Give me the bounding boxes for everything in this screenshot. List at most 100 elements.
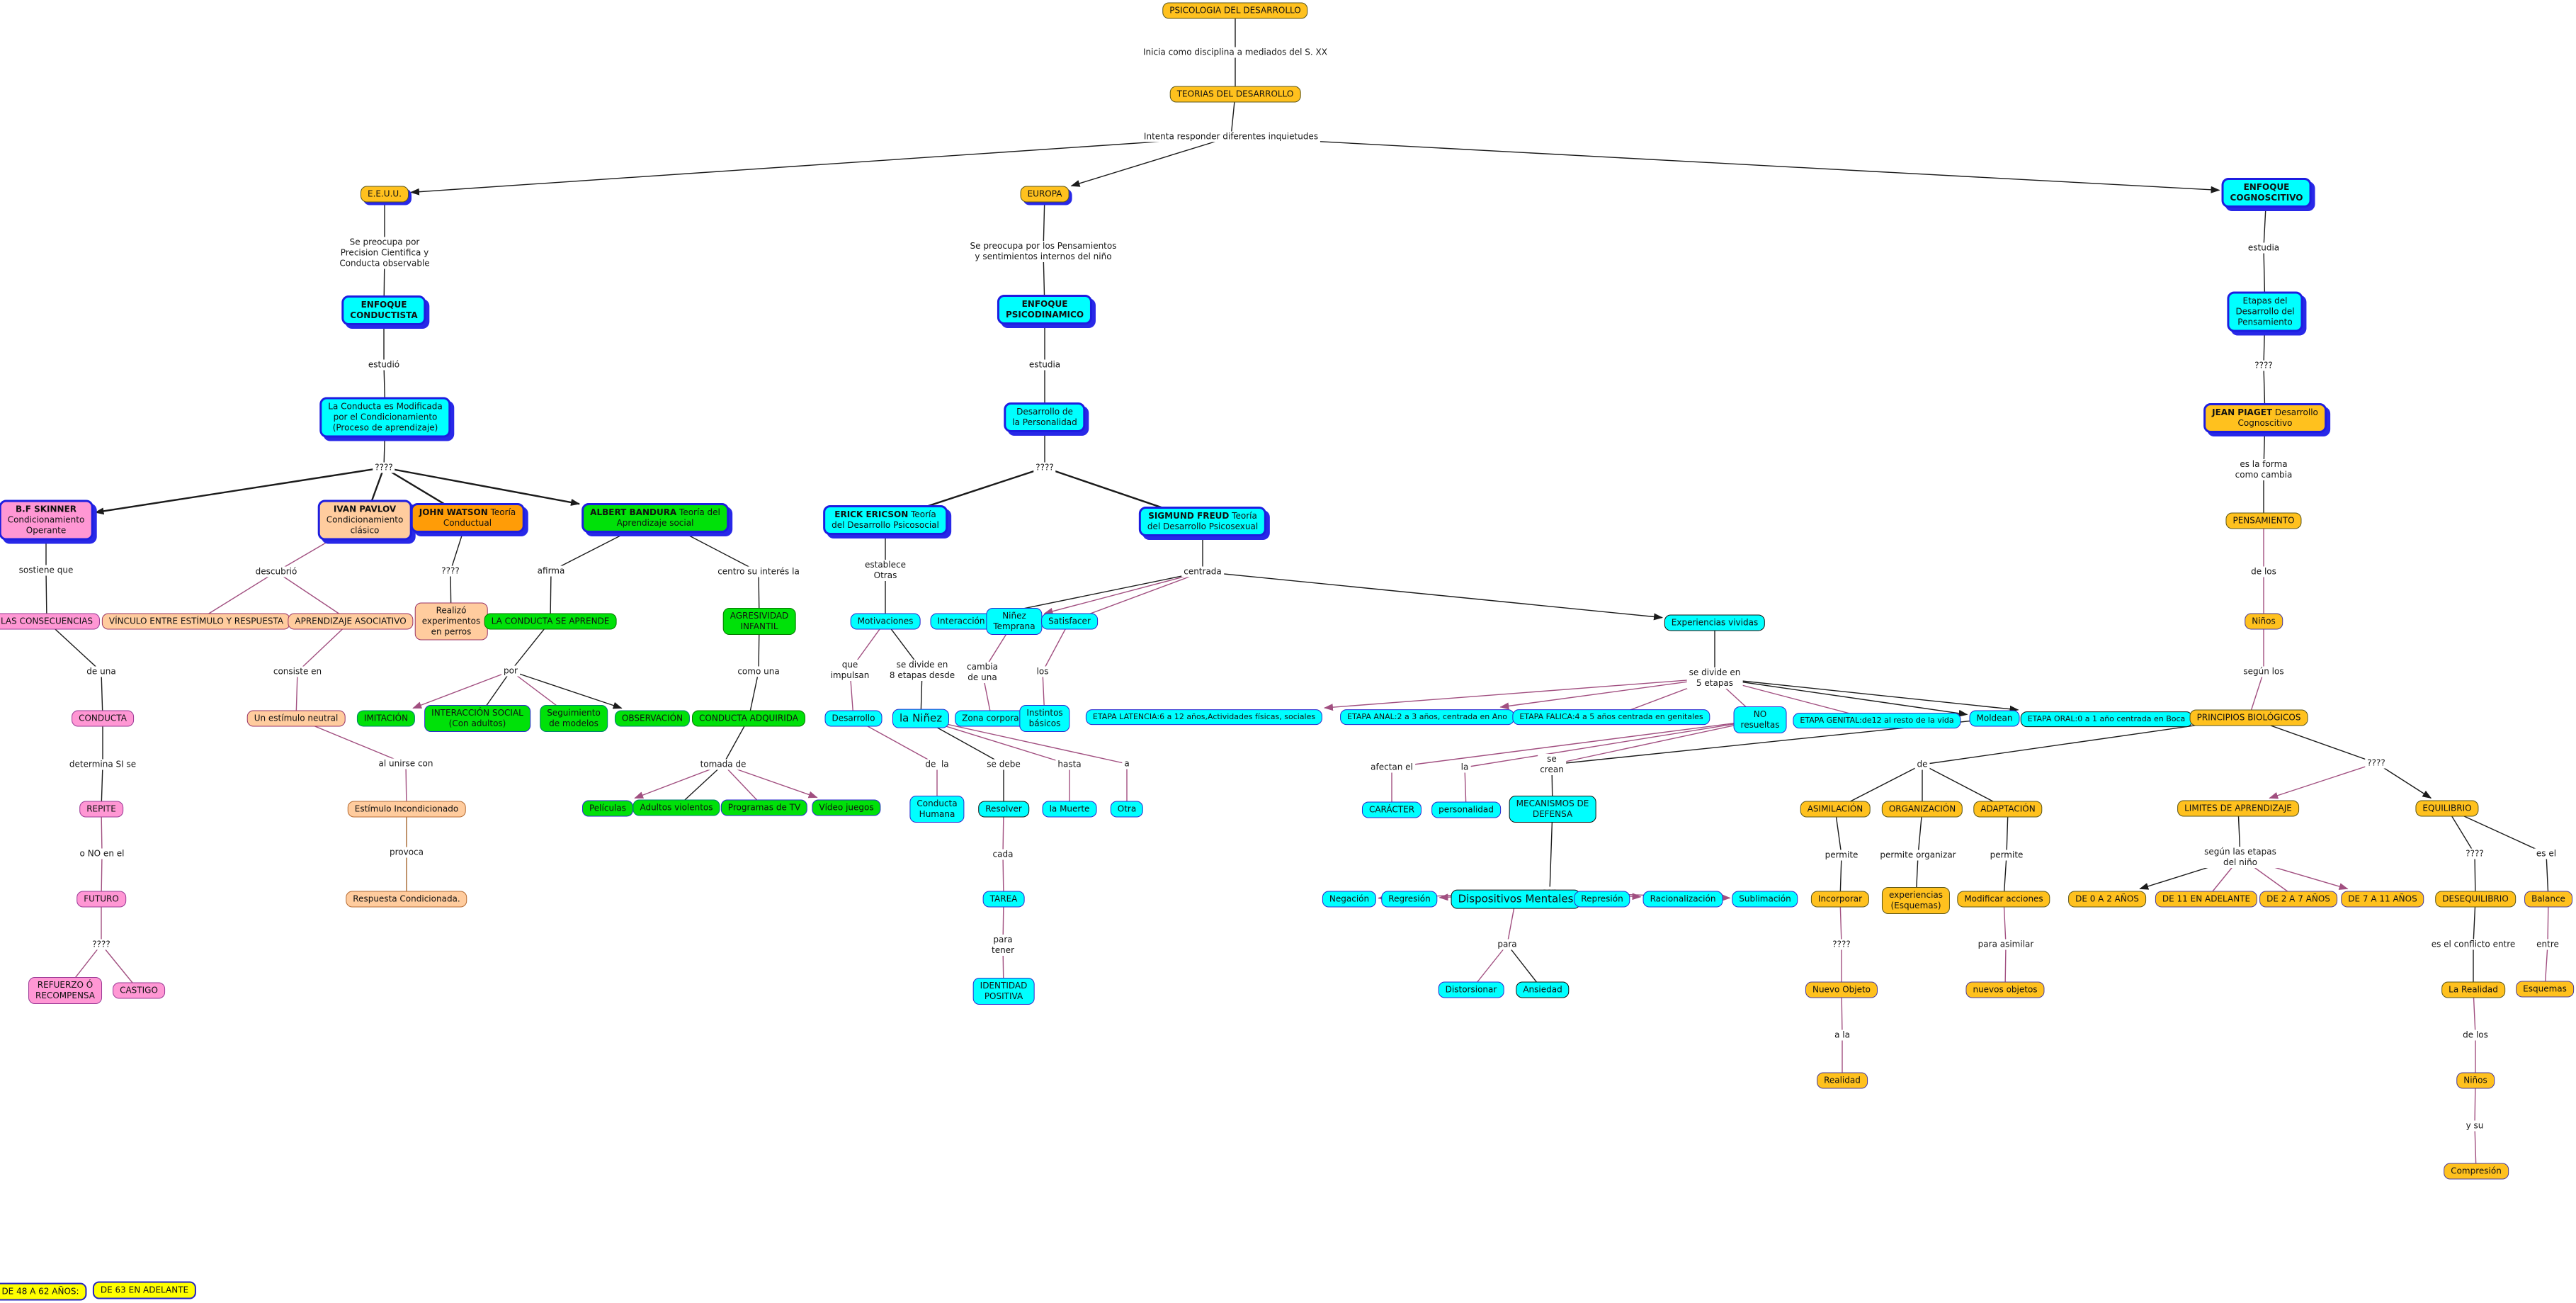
b-larealidad[interactable]: La Realidad <box>2441 981 2505 998</box>
b-noresueltas[interactable]: NO resueltas <box>1733 706 1787 733</box>
b-resolver[interactable]: Resolver <box>978 801 1029 818</box>
b-ansiedad[interactable]: Ansiedad <box>1516 981 1570 998</box>
b-esquemas[interactable]: Esquemas <box>2516 981 2574 998</box>
b-tarea[interactable]: TAREA <box>982 891 1025 908</box>
b-piaget[interactable]: JEAN PIAGET Desarrollo Cognoscitivo <box>2203 403 2327 433</box>
b-imitacion[interactable]: IMITACIÓN <box>356 710 416 727</box>
b-adaptacion[interactable]: ADAPTACIÓN <box>1973 801 2043 818</box>
b-lamuerte[interactable]: la Muerte <box>1042 801 1097 818</box>
b-experiencias[interactable]: experiencias (Esquemas) <box>1881 887 1951 914</box>
b-freud[interactable]: SIGMUND FREUD Teoría del Desarrollo Psic… <box>1138 507 1267 536</box>
b-de63[interactable]: DE 63 EN ADELANTE <box>92 1281 197 1299</box>
b-regresion[interactable]: Regresión <box>1381 891 1438 908</box>
b-europa[interactable]: EUROPA <box>1020 186 1069 203</box>
b-identidad[interactable]: IDENTIDAD POSITIVA <box>972 978 1035 1005</box>
b-etapagenital[interactable]: ETAPA GENITAL:de12 al resto de la vida <box>1793 713 1961 728</box>
b-negacion[interactable]: Negación <box>1322 891 1377 908</box>
b-etapalatencia[interactable]: ETAPA LATENCIA:6 a 12 años,Actividades f… <box>1085 709 1323 725</box>
b-zonacorporal[interactable]: Zona corporal <box>955 710 1028 727</box>
b-de0a2[interactable]: DE 0 A 2 AÑOS <box>2068 891 2146 908</box>
b-castigo[interactable]: CASTIGO <box>113 982 165 999</box>
b-ninos1[interactable]: Niños <box>2245 613 2283 630</box>
b-futuro[interactable]: FUTURO <box>76 891 126 908</box>
b-refuerzo[interactable]: REFUERZO Ó RECOMPENSA <box>28 977 102 1004</box>
b-aprasoc[interactable]: APRENDIZAJE ASOCIATIVO <box>288 613 414 630</box>
b-enfconduct[interactable]: ENFOQUE CONDUCTISTA <box>341 295 426 325</box>
b-conducta[interactable]: CONDUCTA <box>72 710 134 727</box>
b-represion[interactable]: Represión <box>1574 891 1630 908</box>
b-etapasdes[interactable]: Etapas del Desarrollo del Pensamiento <box>2227 291 2303 332</box>
b-vinculo[interactable]: VÍNCULO ENTRE ESTÍMULO Y RESPUESTA <box>101 613 291 630</box>
b-asimilacion[interactable]: ASIMILACIÓN <box>1800 801 1871 818</box>
b-peliculas[interactable]: Películas <box>581 800 634 817</box>
b-seguimiento[interactable]: Seguimiento de modelos <box>540 705 608 732</box>
b-conductahum[interactable]: Conducta Humana <box>909 796 965 823</box>
b-limites[interactable]: LIMITES DE APRENDIZAJE <box>2177 800 2299 817</box>
b-organizacion[interactable]: ORGANIZACIÓN <box>1881 801 1963 818</box>
b-de4862[interactable]: DE 48 A 62 AÑOS: <box>0 1282 87 1301</box>
b-intsocial[interactable]: INTERACCIÓN SOCIAL (Con adultos) <box>424 705 530 732</box>
b-moldean[interactable]: Moldean <box>1969 710 2020 727</box>
b-caracter[interactable]: CARÁCTER <box>1361 801 1422 818</box>
b-etapaoral[interactable]: ETAPA ORAL:0 a 1 año centrada en Boca <box>2020 711 2193 727</box>
b-etapaanal[interactable]: ETAPA ANAL:2 a 3 años, centrada en Ano <box>1340 709 1514 725</box>
b-compresion[interactable]: Compresión <box>2444 1163 2509 1180</box>
b-teorias[interactable]: TEORIAS DEL DESARROLLO <box>1169 86 1301 103</box>
b-racionalizacion[interactable]: Racionalización <box>1642 891 1723 908</box>
b-skinner[interactable]: B.F SKINNER Condicionamiento Operante <box>0 500 93 541</box>
b-cadquirida[interactable]: CONDUCTA ADQUIRIDA <box>692 710 805 727</box>
b-dispositivos[interactable]: Dispositivos Mentales <box>1451 889 1581 909</box>
b-bandura[interactable]: ALBERT BANDURA Teoría del Aprendizaje so… <box>581 503 729 533</box>
b-title[interactable]: PSICOLOGIA DEL DESARROLLO <box>1162 2 1308 19</box>
b-laninez[interactable]: la Niñez <box>892 709 950 728</box>
b-etapafalica[interactable]: ETAPA FALICA:4 a 5 años centrada en geni… <box>1512 709 1710 725</box>
b-nuevosobjetos[interactable]: nuevos objetos <box>1965 981 2045 998</box>
b-balance[interactable]: Balance <box>2524 891 2572 908</box>
b-ericson[interactable]: ERICK ERICSON Teoría del Desarrollo Psic… <box>823 505 948 535</box>
b-pavlov[interactable]: IVAN PAVLOV Condicionamiento clásico <box>317 500 412 541</box>
b-expvividas[interactable]: Experiencias vividas <box>1664 614 1766 631</box>
b-laconducta[interactable]: La Conducta es Modificada por el Condici… <box>319 397 451 438</box>
b-de7a11[interactable]: DE 7 A 11 AÑOS <box>2341 891 2424 908</box>
b-repite[interactable]: REPITE <box>79 801 123 818</box>
b-estincond[interactable]: Estímulo Incondicionado <box>347 801 466 818</box>
b-satisfacer[interactable]: Satisfacer <box>1041 613 1098 630</box>
b-sublimacion[interactable]: Sublimación <box>1732 891 1798 908</box>
b-enfcog[interactable]: ENFOQUE COGNOSCITIVO <box>2221 178 2312 208</box>
b-consecuencias[interactable]: LAS CONSECUENCIAS <box>0 613 101 630</box>
b-nuevoobjeto[interactable]: Nuevo Objeto <box>1805 981 1878 998</box>
b-programas[interactable]: Programas de TV <box>720 799 808 816</box>
b-otra[interactable]: Otra <box>1110 801 1144 818</box>
b-instintos[interactable]: Instintos básicos <box>1019 705 1070 732</box>
b-videojuegos[interactable]: Vídeo juegos <box>812 799 881 816</box>
b-estneutral[interactable]: Un estímulo neutral <box>246 710 346 727</box>
b-principios[interactable]: PRINCIPIOS BIOLÓGICOS <box>2189 709 2308 726</box>
b-realizo[interactable]: Realizó experimentos en perros <box>414 602 488 641</box>
b-de2a7[interactable]: DE 2 A 7 AÑOS <box>2259 891 2337 908</box>
b-equilibrio[interactable]: EQUILIBRIO <box>2415 800 2479 817</box>
b-distorsionar[interactable]: Distorsionar <box>1438 981 1504 998</box>
l-descubrio: descubrió <box>253 566 300 577</box>
b-personalidad[interactable]: personalidad <box>1431 801 1501 818</box>
b-incorporar[interactable]: Incorporar <box>1810 891 1870 908</box>
b-modificar[interactable]: Modificar acciones <box>1957 891 2050 908</box>
b-enfpsico[interactable]: ENFOQUE PSICODINAMICO <box>997 295 1093 325</box>
b-respcond[interactable]: Respuesta Condicionada. <box>346 891 467 908</box>
b-watson[interactable]: JOHN WATSON Teoría Conductual <box>410 503 525 533</box>
b-mecanismos[interactable]: MECANISMOS DE DEFENSA <box>1509 796 1596 823</box>
b-ninos2[interactable]: Niños <box>2456 1072 2495 1089</box>
b-seaprende[interactable]: LA CONDUCTA SE APRENDE <box>484 613 617 630</box>
b-realidad[interactable]: Realidad <box>1817 1072 1868 1089</box>
b-nineztemp[interactable]: Niñez Temprana <box>986 608 1043 635</box>
b-adultos[interactable]: Adultos violentos <box>632 799 720 816</box>
b-agresividad[interactable]: AGRESIVIDAD INFANTIL <box>722 608 796 635</box>
b-desequilibrio[interactable]: DESEQUILIBRIO <box>2435 891 2516 908</box>
b-de11[interactable]: DE 11 EN ADELANTE <box>2155 891 2258 908</box>
b-pensamiento[interactable]: PENSAMIENTO <box>2225 512 2302 529</box>
b-desarrollo[interactable]: Desarrollo <box>824 710 883 727</box>
b-observacion[interactable]: OBSERVACIÓN <box>614 710 691 727</box>
b-despers[interactable]: Desarrollo de la Personalidad <box>1004 402 1086 432</box>
b-interaccion[interactable]: Interacción <box>930 613 992 630</box>
b-motivaciones[interactable]: Motivaciones <box>850 613 921 630</box>
b-eeuu[interactable]: E.E.U.U. <box>361 186 409 203</box>
